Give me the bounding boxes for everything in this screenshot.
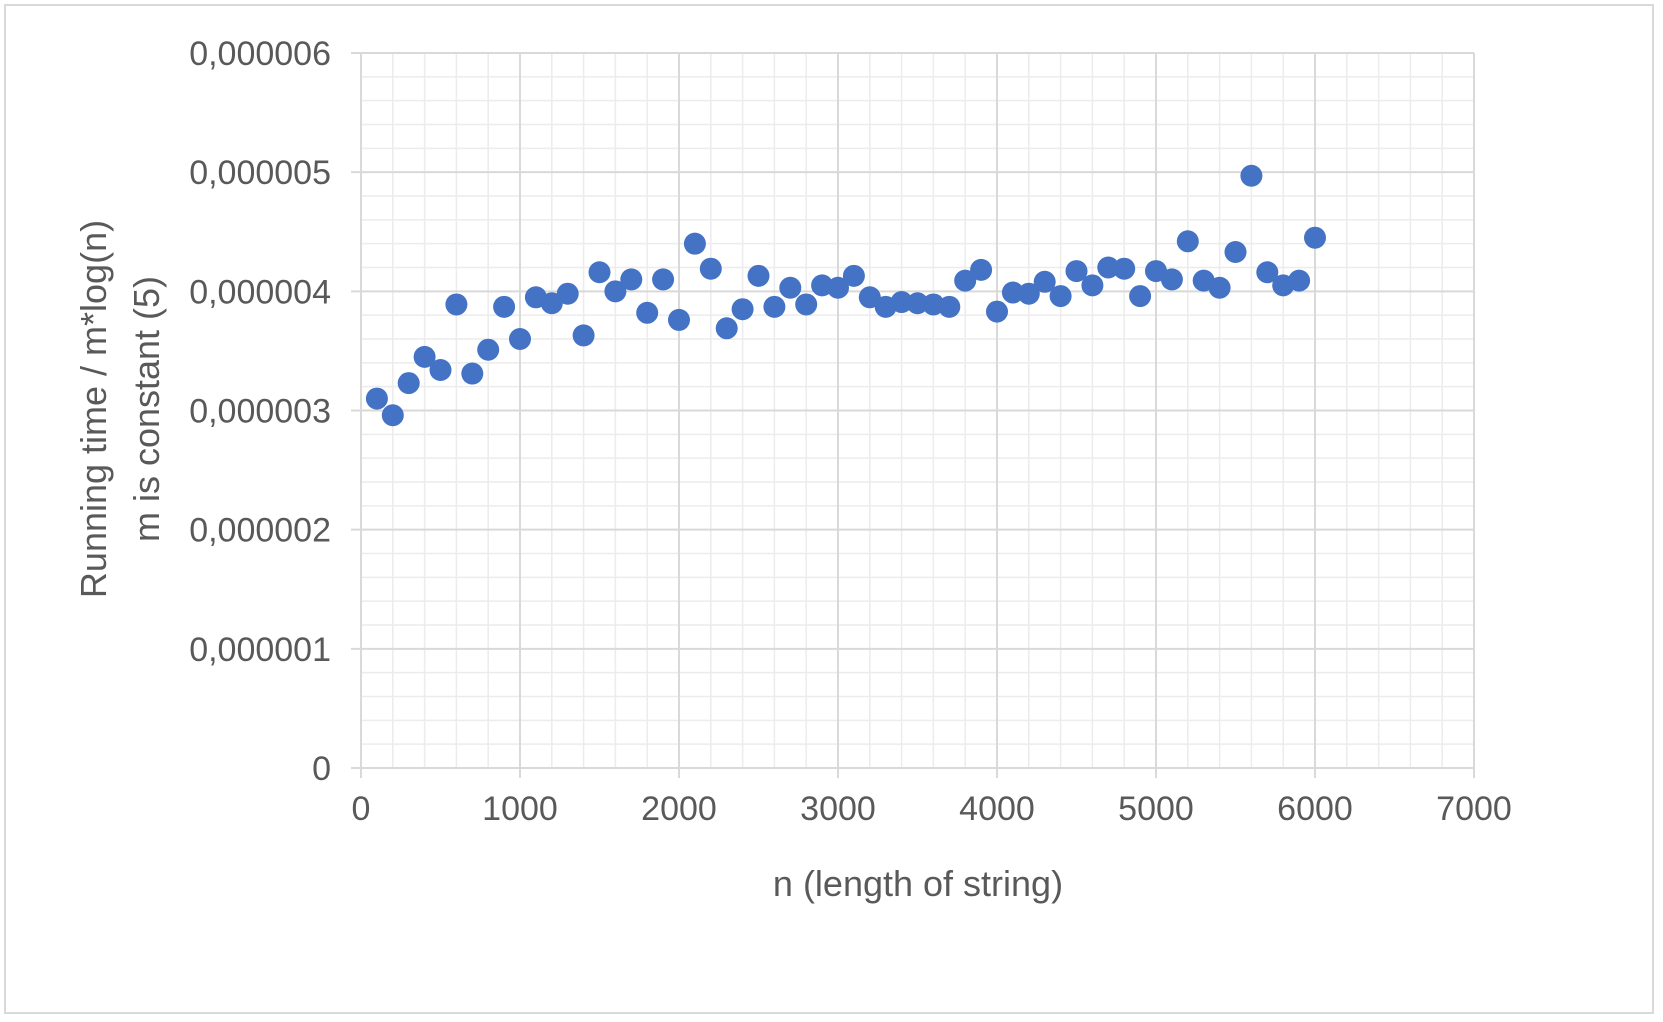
data-point (827, 276, 849, 299)
data-point (652, 268, 675, 291)
x-tick-label: 7000 (1436, 790, 1512, 828)
data-point (1256, 261, 1279, 284)
data-point (381, 404, 404, 427)
x-tick-label: 2000 (641, 790, 717, 828)
data-point (365, 387, 388, 410)
x-tick-label: 3000 (800, 790, 876, 828)
data-point (604, 280, 627, 303)
data-point (1097, 256, 1120, 279)
data-point (509, 328, 531, 350)
data-point (858, 286, 881, 309)
chart-frame: 0 1000 2000 3000 4000 5000 6000 7000 0 0,000001 0,… (4, 4, 1654, 1014)
x-tick-label: 6000 (1277, 790, 1353, 828)
data-point (683, 232, 706, 255)
data-point (970, 258, 993, 281)
data-point (1288, 269, 1311, 292)
data-point (779, 276, 802, 299)
data-point (1017, 282, 1040, 305)
tick-labels: 0 1000 2000 3000 4000 5000 6000 7000 0 0,000001 0,… (189, 35, 1512, 828)
y-tick-label: 0,000004 (189, 273, 331, 311)
x-tick-label: 4000 (959, 790, 1035, 828)
x-tick-label: 5000 (1118, 790, 1194, 828)
data-point (668, 308, 690, 331)
data-point (731, 298, 754, 321)
data-point (1033, 270, 1056, 293)
data-point (890, 291, 913, 314)
data-point (636, 301, 659, 324)
data-point (429, 358, 452, 381)
data-point (1160, 268, 1183, 291)
y-tick-label: 0,000005 (189, 154, 331, 192)
data-point (540, 292, 563, 315)
data-point (445, 293, 468, 316)
data-point (1304, 226, 1326, 249)
data-point (699, 257, 722, 280)
data-point (1240, 164, 1263, 187)
data-point (572, 324, 595, 347)
data-point (842, 264, 865, 287)
y-tick-label: 0,000003 (189, 393, 331, 431)
data-point (986, 300, 1008, 323)
y-tick-label: 0,000006 (189, 35, 331, 73)
data-point (1065, 260, 1088, 283)
data-point (461, 362, 484, 385)
data-point (413, 345, 436, 368)
data-point (1113, 257, 1136, 280)
data-point (493, 295, 516, 318)
y-tick-label: 0,000001 (189, 631, 331, 669)
data-point (556, 282, 579, 305)
y-axis-title-line-1: Running time / m*log(n) (73, 220, 114, 598)
data-point (906, 292, 929, 315)
data-point (620, 268, 643, 291)
y-tick-label: 0,000002 (189, 512, 331, 550)
data-point (1001, 281, 1024, 304)
data-point (397, 372, 420, 395)
data-point (1208, 276, 1231, 299)
data-point (954, 269, 977, 292)
data-point (1049, 285, 1072, 308)
data-point (715, 317, 738, 340)
scatter-chart: 0 1000 2000 3000 4000 5000 6000 7000 0 0,000001 0,… (73, 35, 1512, 904)
grid (351, 52, 1475, 778)
data-points (365, 164, 1326, 427)
data-point (1081, 274, 1104, 297)
data-point (747, 264, 770, 287)
data-point (763, 295, 786, 318)
data-point (477, 338, 500, 361)
x-tick-label: 1000 (482, 790, 558, 828)
data-point (1176, 230, 1199, 253)
x-tick-label: 0 (352, 790, 371, 828)
data-point (938, 295, 961, 318)
y-axis-title-line-2: m is constant (5) (126, 276, 167, 542)
data-point (795, 293, 818, 316)
x-axis-title: n (length of string) (773, 863, 1063, 904)
data-point (1224, 241, 1247, 264)
data-point (1129, 285, 1152, 308)
data-point (588, 261, 611, 284)
y-tick-label: 0 (312, 750, 331, 788)
